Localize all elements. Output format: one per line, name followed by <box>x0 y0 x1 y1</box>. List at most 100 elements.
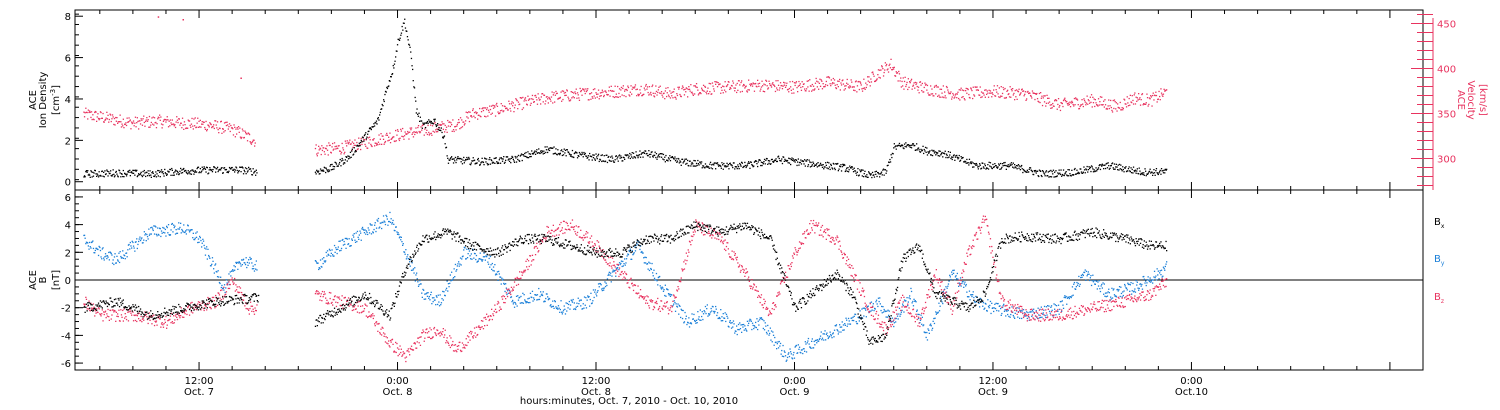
density-series-point <box>718 165 720 167</box>
density-series-point <box>83 176 85 178</box>
density-series-point <box>648 153 651 156</box>
by-series-point <box>917 317 920 320</box>
density-series-point <box>1147 172 1149 175</box>
velocity-series-point <box>248 132 250 135</box>
by-series-point <box>456 269 458 271</box>
density-series-point <box>1151 171 1153 173</box>
velocity-series-point <box>1082 103 1084 105</box>
by-series-point <box>369 223 371 225</box>
density-series-point <box>318 170 320 172</box>
by-series-point <box>949 276 951 278</box>
by-series-point <box>252 265 254 267</box>
density-series-point <box>406 30 408 32</box>
velocity-series-point <box>466 116 468 118</box>
density-series-point <box>965 162 967 164</box>
velocity-series-point <box>1113 107 1115 110</box>
by-series-point <box>809 346 811 348</box>
density-series-point <box>800 163 803 165</box>
velocity-series-point <box>412 132 414 134</box>
density-series-point <box>524 155 527 158</box>
velocity-series-point <box>861 88 863 90</box>
by-series-point <box>930 323 932 325</box>
velocity-series-point <box>146 117 148 119</box>
density-series-point <box>622 156 624 158</box>
by-series-point <box>408 258 410 260</box>
by-series-point <box>457 263 459 265</box>
by-series-point <box>973 300 976 303</box>
by-series-point <box>547 299 549 301</box>
density-series-point <box>435 125 438 128</box>
by-series-point <box>693 313 695 316</box>
velocity-series-point <box>643 93 645 95</box>
by-series-point <box>1159 270 1161 272</box>
by-series-point <box>1072 294 1074 296</box>
velocity-series-point <box>793 92 795 94</box>
by-series-point <box>714 310 716 313</box>
by-series-point <box>118 252 120 254</box>
velocity-series-point <box>617 85 619 88</box>
velocity-series-point <box>457 122 459 124</box>
velocity-series-point <box>1029 94 1032 97</box>
by-series-point <box>940 299 943 301</box>
by-series-point <box>575 306 577 308</box>
by-series-point <box>614 269 616 272</box>
density-series-point <box>619 157 621 159</box>
velocity-series-point <box>1140 99 1142 101</box>
density-series-point <box>89 174 91 176</box>
velocity-series-point <box>741 90 743 93</box>
velocity-series-point <box>410 127 413 129</box>
density-series-point <box>844 170 846 173</box>
velocity-series-point <box>910 78 913 80</box>
velocity-series-point <box>103 121 105 123</box>
y-tick-label: 6 <box>65 54 71 65</box>
density-series-point <box>573 152 575 155</box>
velocity-series-point <box>648 94 650 96</box>
by-series-point <box>525 302 527 304</box>
velocity-series-point <box>452 119 454 121</box>
density-series-point <box>1017 164 1020 166</box>
velocity-series-point <box>1098 104 1100 106</box>
velocity-series-point <box>1138 98 1140 100</box>
density-series-point <box>1094 170 1096 172</box>
density-series-point <box>471 160 473 162</box>
by-series-point <box>1083 271 1086 274</box>
density-series-point <box>1019 169 1021 171</box>
velocity-series-point <box>1048 97 1050 99</box>
by-series-point <box>918 313 920 316</box>
velocity-series-point <box>674 96 677 99</box>
density-series-point <box>869 174 872 176</box>
by-series-point <box>254 264 256 266</box>
by-series-point <box>732 320 735 322</box>
by-series-point <box>111 262 114 264</box>
by-series-point <box>92 247 95 250</box>
by-series-point <box>697 311 699 313</box>
velocity-series-point <box>409 131 411 133</box>
by-series-point <box>865 309 867 311</box>
velocity-series-point <box>1072 103 1074 106</box>
velocity-series-point <box>1017 90 1019 92</box>
velocity-series-point <box>95 111 97 113</box>
density-series-point <box>367 133 369 135</box>
velocity-series-point <box>748 89 750 91</box>
by-series-point <box>827 337 829 340</box>
by-series-point <box>1108 288 1110 290</box>
velocity-series-point <box>681 85 684 87</box>
density-series-point <box>937 152 939 154</box>
velocity-series-point <box>870 78 872 80</box>
velocity-series-point <box>955 93 957 95</box>
velocity-series-point <box>337 145 339 147</box>
velocity-series-point <box>1009 86 1011 88</box>
density-series-point <box>983 167 985 169</box>
velocity-series-point <box>318 145 320 147</box>
density-series-point <box>395 56 397 58</box>
by-series-point <box>405 258 408 260</box>
density-series-point <box>116 173 118 175</box>
by-series-point <box>475 258 477 261</box>
velocity-series-point <box>550 100 552 102</box>
velocity-series-point <box>808 90 810 92</box>
velocity-series-point <box>1063 98 1065 101</box>
velocity-series-point <box>1040 92 1042 94</box>
by-series-point <box>133 247 135 249</box>
velocity-series-point <box>875 79 878 81</box>
velocity-series-point <box>386 132 388 135</box>
